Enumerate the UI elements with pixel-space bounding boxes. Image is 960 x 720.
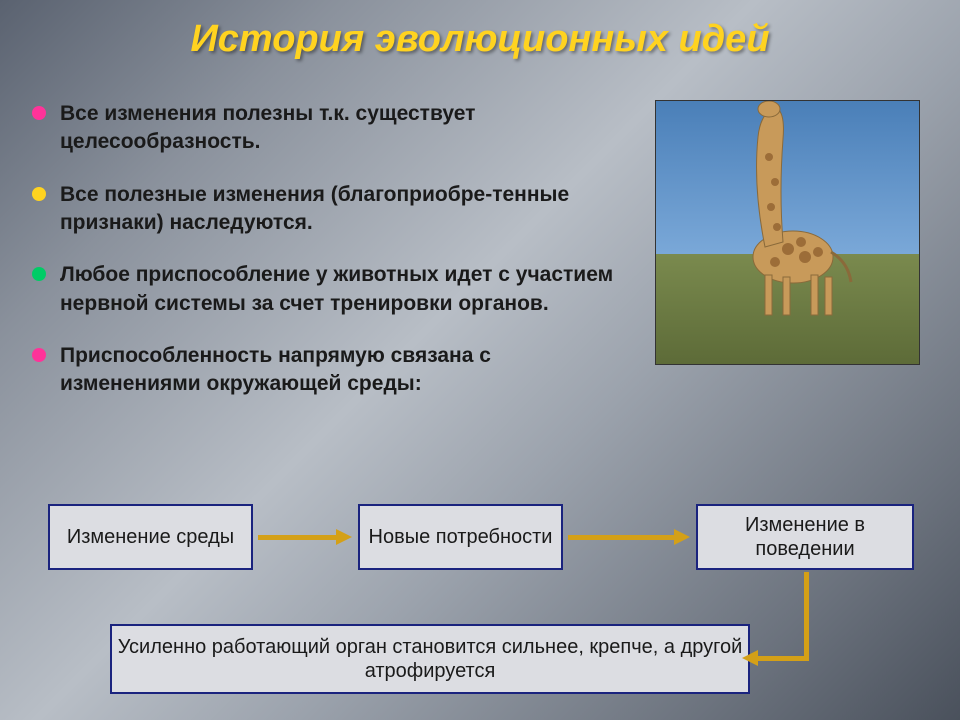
bullet-dot-icon — [32, 187, 46, 201]
bullet-dot-icon — [32, 106, 46, 120]
bullet-text: Все полезные изменения (благоприобре-тен… — [60, 181, 632, 238]
flow-box-env: Изменение среды — [48, 504, 253, 570]
bullet-text: Все изменения полезны т.к. существует це… — [60, 100, 632, 157]
list-item: Все изменения полезны т.к. существует це… — [32, 100, 632, 157]
flow-label: Новые потребности — [369, 525, 553, 549]
bullet-text: Приспособленность напрямую связана с изм… — [60, 342, 632, 399]
bullet-dot-icon — [32, 267, 46, 281]
list-item: Все полезные изменения (благоприобре-тен… — [32, 181, 632, 238]
giraffe-icon — [703, 100, 873, 317]
bullet-dot-icon — [32, 348, 46, 362]
bullet-text: Любое приспособление у животных идет с у… — [60, 261, 620, 318]
flow-label: Изменение среды — [67, 525, 234, 549]
bullet-list: Все изменения полезны т.к. существует це… — [32, 100, 632, 423]
list-item: Приспособленность напрямую связана с изм… — [32, 342, 632, 399]
list-item: Любое приспособление у животных идет с у… — [32, 261, 632, 318]
giraffe-image — [655, 100, 920, 365]
flow-label: Усиленно работающий орган становится сил… — [112, 635, 748, 683]
page-title: История эволюционных идей — [0, 0, 960, 61]
flow-box-organ: Усиленно работающий орган становится сил… — [110, 624, 750, 694]
flow-label: Изменение в поведении — [698, 513, 912, 561]
flow-box-needs: Новые потребности — [358, 504, 563, 570]
flow-box-behav: Изменение в поведении — [696, 504, 914, 570]
